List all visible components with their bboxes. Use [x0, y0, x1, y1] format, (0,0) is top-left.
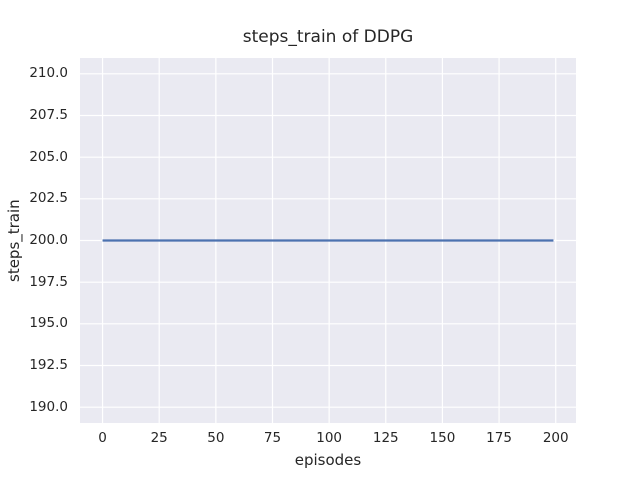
y-tick-label: 190.0 [29, 398, 68, 415]
plot-area [80, 58, 576, 423]
y-tick-label: 197.5 [29, 273, 68, 290]
x-tick-label: 125 [372, 430, 399, 446]
y-tick-label: 192.5 [29, 357, 68, 373]
y-tick-label: 202.5 [29, 190, 68, 207]
y-tick-label: 210.0 [29, 65, 68, 82]
x-axis-tick-labels: 0 25 50 75 100 125 150 175 200 [80, 423, 576, 446]
x-tick-label: 25 [150, 430, 168, 446]
chart-canvas [80, 58, 576, 423]
x-tick-label: 100 [316, 430, 343, 446]
x-tick-label: 200 [542, 430, 569, 446]
x-tick-label: 75 [263, 430, 282, 446]
x-axis-label: episodes [294, 451, 362, 469]
x-tick-label: 50 [207, 430, 225, 446]
y-tick-label: 195.0 [29, 315, 68, 332]
y-tick-label: 200.0 [29, 232, 68, 248]
y-axis-label: steps_train [5, 199, 23, 282]
x-tick-label: 0 [98, 430, 107, 446]
y-axis-tick-labels: 210.0 207.5 205.0 202.5 200.0 197.5 195.0 192.5… [0, 58, 72, 423]
y-tick-label: 207.5 [29, 107, 68, 123]
y-tick-label: 205.0 [29, 148, 68, 165]
chart-title: steps_train of DDPG [242, 27, 414, 47]
x-tick-label: 150 [429, 430, 456, 446]
x-tick-label: 175 [486, 430, 512, 446]
